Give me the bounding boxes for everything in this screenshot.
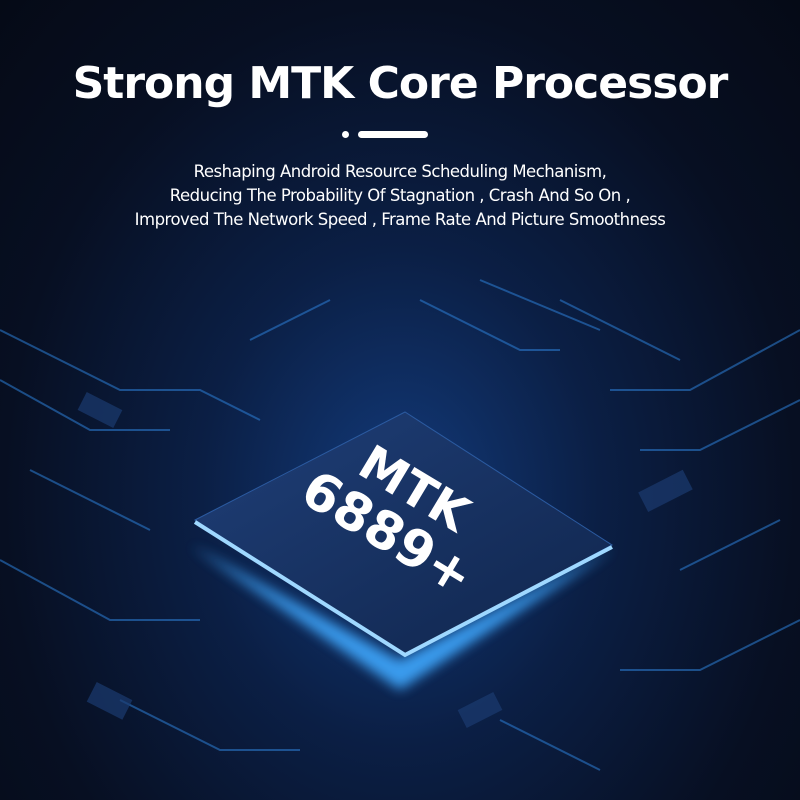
chip-glow — [190, 545, 615, 690]
headline: Strong MTK Core Processor — [72, 58, 729, 109]
divider-dot — [342, 131, 349, 138]
subtitle-line: Improved The Network Speed , Frame Rate … — [134, 210, 666, 229]
divider-bar — [358, 131, 428, 138]
chip-edge-glow — [193, 520, 613, 658]
subtitle: Reshaping Android Resource Scheduling Me… — [0, 160, 800, 232]
subtitle-line: Reshaping Android Resource Scheduling Me… — [193, 162, 607, 181]
subtitle-line: Reducing The Probability Of Stagnation ,… — [169, 186, 631, 205]
circuit-traces — [0, 279, 800, 771]
divider — [342, 130, 432, 138]
